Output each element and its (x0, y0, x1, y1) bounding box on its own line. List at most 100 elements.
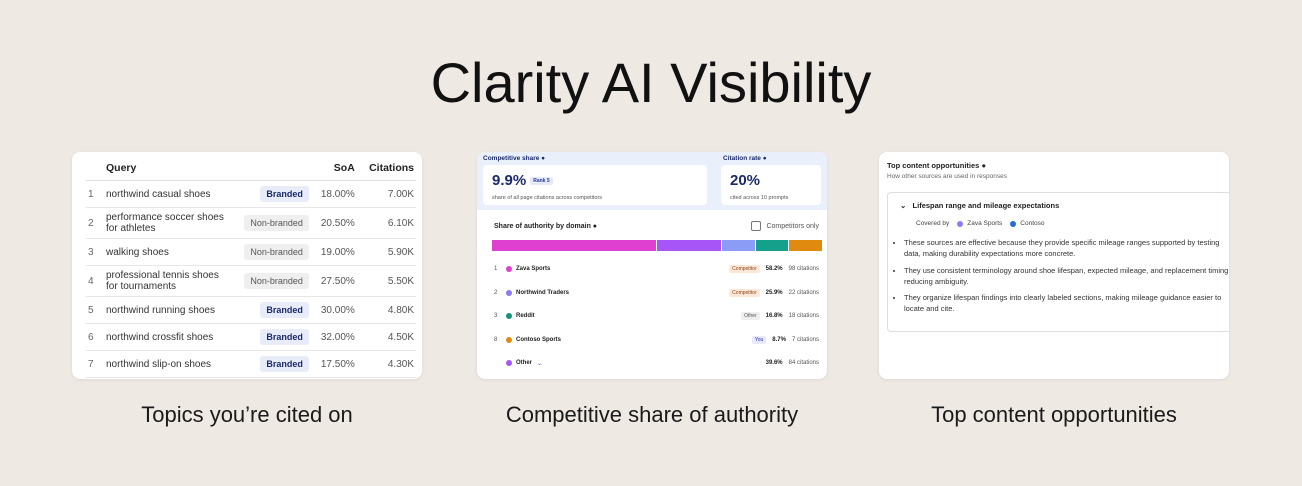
share: 8.7% (772, 336, 786, 343)
citations: 6.10K (356, 207, 416, 239)
source-name: Zava Sports (967, 220, 1003, 227)
rate-box: 20% cited across 10 prompts (721, 165, 821, 205)
card-title: Top content opportunities ● (887, 161, 986, 170)
table-row: 7 northwind slip-on shoes Branded 17.50% 4.3… (86, 350, 416, 378)
type-badge: Non-branded (244, 244, 309, 260)
rank: 2 (494, 289, 498, 296)
query: northwind crossfit shoes (104, 323, 228, 351)
table-row: 2 performance soccer shoes for athletes No… (86, 207, 416, 239)
bullet: They organize lifespan findings into cle… (904, 292, 1229, 315)
note: cited across 10 prompts (730, 195, 789, 201)
domain-name: Northwind Traders (516, 289, 570, 296)
checkbox[interactable] (751, 221, 762, 231)
type-cell: Branded (228, 350, 311, 378)
rank: 8 (494, 336, 498, 343)
page-title: Clarity AI Visibility (430, 51, 872, 114)
filter[interactable]: Competitors only (751, 221, 819, 231)
rank: 3 (86, 238, 104, 266)
domain-row: Other ⌄ 39.6% 84 citations (494, 357, 819, 369)
bullet: They use consistent terminology around s… (904, 265, 1229, 288)
domain-name: Reddit (516, 313, 535, 319)
label: Competitive share ● (483, 155, 546, 162)
bar-segment (789, 240, 823, 251)
citations: 4.50K (356, 323, 416, 351)
type-badge: Non-branded (244, 273, 309, 289)
column-header: SoA (310, 152, 357, 181)
soa: 19.00% (310, 238, 357, 266)
source-dot (957, 220, 964, 227)
type-cell: Non-branded (228, 207, 311, 239)
bar-segment (656, 240, 721, 251)
opportunity-panel: ⌄ Lifespan range and mileage expectation… (887, 192, 1229, 332)
rank: 1 (494, 266, 498, 272)
citations: 5.50K (356, 265, 416, 297)
domain-row: 8 Contoso Sports You 8.7% 7 citations (494, 334, 819, 346)
citations: 22 citations (788, 289, 819, 296)
authority-bar (492, 240, 823, 251)
type-cell: Non-branded (228, 265, 311, 297)
citations: 4.80K (356, 296, 416, 324)
query: northwind slip-on shoes (104, 350, 228, 378)
type-badge: Branded (260, 329, 309, 345)
domain-dot (506, 313, 512, 319)
share: 25.9% (765, 289, 783, 296)
domain-row: 1 Zava Sports Competitor 58.2% 98 citations (494, 263, 819, 275)
query: performance soccer shoes for athletes (104, 207, 228, 239)
citations: 4.30K (356, 350, 416, 378)
topics-card: Query SoA Citations 1 northwind casual sh… (72, 152, 422, 379)
type-badge: Branded (260, 356, 309, 372)
soa: 27.50% (310, 265, 357, 297)
citations: 7.00K (356, 180, 416, 208)
rank: 2 (86, 207, 104, 239)
topic-header[interactable]: ⌄ Lifespan range and mileage expectation… (900, 201, 1060, 210)
label: Citation rate ● (723, 155, 767, 162)
bar-segment (492, 240, 656, 251)
domain-dot (506, 289, 512, 296)
bullet: These sources are effective because they… (904, 237, 1229, 260)
type-cell: Branded (228, 180, 311, 208)
table-row: 4 professional tennis shoes for tournamen… (86, 265, 416, 297)
query: northwind running shoes (104, 296, 228, 324)
rate-value: 20% (730, 172, 761, 189)
soa: 18.00% (310, 180, 357, 208)
domain-dot (506, 266, 512, 272)
type-cell: Branded (228, 296, 311, 324)
caption: Top content opportunities (931, 402, 1177, 427)
rank: 6 (86, 323, 104, 351)
rank: 5 (86, 296, 104, 324)
citations: 5.90K (356, 238, 416, 266)
table-row: 3 walking shoes Non-branded 19.00% 5.90K (86, 238, 416, 266)
note: share of all page citations across compe… (492, 195, 603, 201)
share: 58.2% (765, 266, 783, 272)
citations: 7 citations (791, 336, 819, 343)
bullet-list: These sources are effective because they… (888, 237, 1229, 320)
domain-dot (506, 360, 512, 366)
query: walking shoes (104, 238, 228, 266)
share-box: 9.9% Rank 5 share of all page citations a… (483, 165, 707, 205)
source-dot (1010, 220, 1017, 227)
citations: 18 citations (788, 313, 819, 319)
query: northwind casual shoes (104, 180, 228, 208)
soa: 30.00% (310, 296, 357, 324)
type-badge: Non-branded (244, 215, 309, 231)
caption: Competitive share of authority (505, 402, 799, 427)
share-value: 9.9% Rank 5 (492, 172, 553, 189)
summary: Competitive share ● 9.9% Rank 5 share of … (477, 152, 827, 210)
domain-badge: Competitor (729, 265, 760, 273)
domain-row: 2 Northwind Traders Competitor 25.9% 22 cita… (494, 287, 819, 299)
bar-segment (755, 240, 789, 251)
citations: 84 citations (788, 360, 819, 366)
expand-chevron[interactable]: ⌄ (537, 360, 543, 367)
type-badge: Branded (260, 186, 309, 202)
domain-dot (506, 336, 512, 343)
topics-table: Query SoA Citations 1 northwind casual sh… (86, 152, 416, 378)
soa: 32.00% (310, 323, 357, 351)
type-badge: Branded (260, 302, 309, 318)
bar-segment (721, 240, 755, 251)
domain-badge: Competitor (729, 288, 760, 297)
rank: 4 (86, 265, 104, 297)
query: professional tennis shoes for tournament… (104, 265, 228, 297)
source-name: Contoso (1020, 220, 1045, 227)
covered-by: Covered by Zava Sports Contoso (916, 220, 1045, 227)
